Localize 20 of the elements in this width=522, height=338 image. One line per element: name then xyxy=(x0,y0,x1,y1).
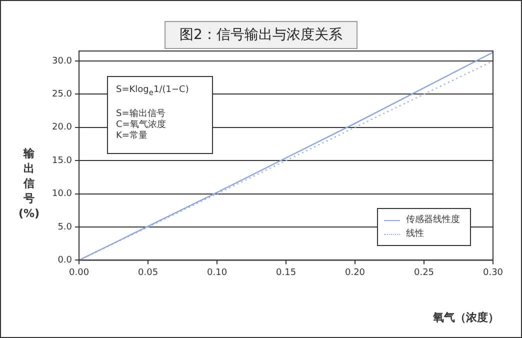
chart-title: 图2：信号输出与浓度关系 xyxy=(164,21,358,49)
x-tick-label: 0.20 xyxy=(344,268,366,278)
y-tick-label: 0.0 xyxy=(58,256,72,266)
y-tick-label: 20.0 xyxy=(52,122,72,133)
x-tick-label: 0.00 xyxy=(69,268,90,278)
legend-label: 传感器线性度 xyxy=(406,214,460,228)
formula-box: S=Klog$_{e}$1/(1−C) S=输出信号 C=氧气浓度 K=常量 xyxy=(107,76,213,154)
y-tick-label: 15.0 xyxy=(52,156,72,166)
x-tick-label: 0.25 xyxy=(414,268,434,278)
x-tick-label: 0.10 xyxy=(207,268,228,278)
legend-label: 线性 xyxy=(406,228,424,242)
x-tick-label: 0.30 xyxy=(482,268,504,278)
x-tick-label: 0.15 xyxy=(276,268,296,278)
y-tick-label: 30.0 xyxy=(52,56,72,66)
y-axis-title: 输出信号(%) xyxy=(17,146,41,221)
y-tick-label: 25.0 xyxy=(52,90,72,100)
x-tick-label: 0.05 xyxy=(138,268,158,278)
y-tick-label: 5.0 xyxy=(58,222,72,232)
y-tick-label: 10.0 xyxy=(52,189,72,200)
x-axis-title: 氧气（浓度） xyxy=(433,310,499,325)
